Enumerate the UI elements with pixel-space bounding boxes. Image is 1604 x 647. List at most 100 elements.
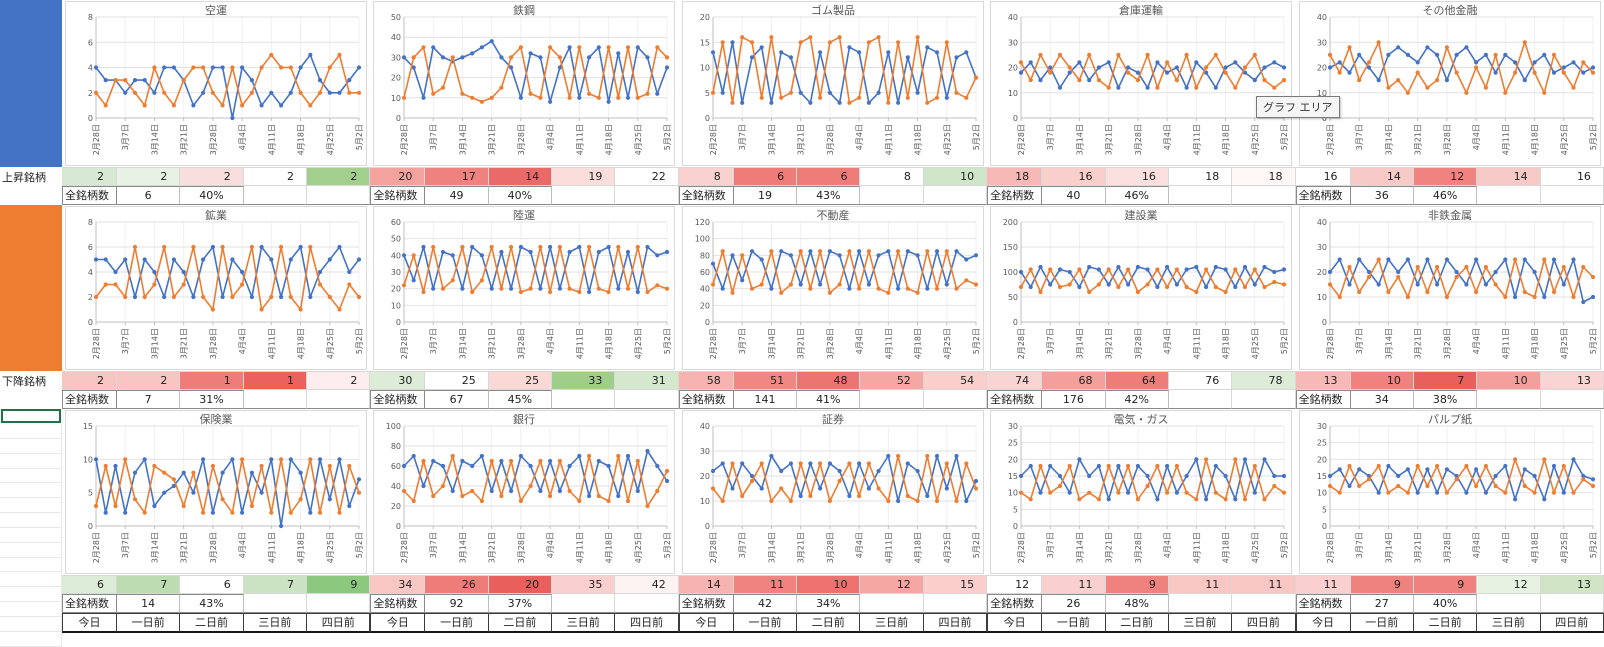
empty-cell[interactable]: [1232, 594, 1296, 613]
total-label[interactable]: 全銘柄数: [1295, 594, 1351, 613]
day-header-cell[interactable]: 三日前: [243, 613, 308, 633]
day-header-cell[interactable]: 今日: [987, 613, 1043, 633]
heat-cell[interactable]: 13: [1540, 575, 1604, 594]
day-header-cell[interactable]: 今日: [1295, 613, 1351, 633]
sector-chart-0[interactable]: 空運 2月28日 3月7日 3月14日 3月21日 3月28日 4月4日 4月11日 4月18日…: [65, 1, 367, 166]
heat-cell[interactable]: 18: [1232, 167, 1296, 186]
total-percent-cell[interactable]: 40%: [488, 186, 553, 205]
heat-cell[interactable]: 30: [370, 371, 426, 390]
day-header-cell[interactable]: 今日: [62, 613, 117, 633]
empty-cell[interactable]: [552, 186, 616, 205]
day-header-cell[interactable]: 今日: [370, 613, 426, 633]
total-percent-cell[interactable]: 37%: [488, 594, 553, 613]
total-count-cell[interactable]: 6: [117, 186, 181, 205]
empty-row[interactable]: [0, 602, 62, 617]
total-label[interactable]: 全銘柄数: [1295, 390, 1351, 409]
total-count-cell[interactable]: 92: [425, 594, 489, 613]
heat-cell[interactable]: 2: [307, 167, 371, 186]
sector-chart-9[interactable]: 非鉄金属 2月28日 3月7日 3月14日 3月21日 3月28日 4月4日 4月11日 4月1…: [1298, 206, 1601, 370]
heat-cell[interactable]: 13: [1540, 371, 1604, 390]
heat-cell[interactable]: 17: [425, 167, 489, 186]
heat-cell[interactable]: 1: [243, 371, 308, 390]
total-label[interactable]: 全銘柄数: [987, 186, 1043, 205]
total-percent-cell[interactable]: 43%: [797, 186, 861, 205]
day-header-cell[interactable]: 一日前: [1350, 613, 1414, 633]
empty-row[interactable]: [0, 631, 62, 647]
heat-cell[interactable]: 7: [1413, 371, 1478, 390]
empty-cell[interactable]: [552, 390, 616, 409]
heat-cell[interactable]: 25: [488, 371, 553, 390]
sector-chart-7[interactable]: 不動産 2月28日 3月7日 3月14日 3月21日 3月28日 4月4日 4月11日 4月18…: [681, 206, 984, 370]
total-count-cell[interactable]: 14: [117, 594, 181, 613]
day-header-cell[interactable]: 二日前: [180, 613, 244, 633]
heat-cell[interactable]: 11: [1295, 575, 1351, 594]
heat-cell[interactable]: 12: [1477, 575, 1541, 594]
empty-cell[interactable]: [243, 186, 308, 205]
sector-chart-10[interactable]: 保険業 2月28日 3月7日 3月14日 3月21日 3月28日 4月4日 4月11日 4月18…: [65, 410, 367, 574]
total-count-cell[interactable]: 34: [1350, 390, 1414, 409]
total-label[interactable]: 全銘柄数: [987, 594, 1043, 613]
empty-row[interactable]: [0, 587, 62, 603]
total-count-cell[interactable]: 67: [425, 390, 489, 409]
heat-cell[interactable]: 2: [62, 167, 117, 186]
heat-cell[interactable]: 13: [1295, 371, 1351, 390]
heat-cell[interactable]: 34: [370, 575, 426, 594]
heat-cell[interactable]: 9: [1413, 575, 1478, 594]
day-header-cell[interactable]: 三日前: [1168, 613, 1233, 633]
heat-cell[interactable]: 2: [117, 371, 181, 390]
heat-cell[interactable]: 11: [1232, 575, 1296, 594]
total-percent-cell[interactable]: 34%: [797, 594, 861, 613]
heat-cell[interactable]: 2: [243, 167, 308, 186]
sector-chart-12[interactable]: 証券 2月28日 3月7日 3月14日 3月21日 3月28日 4月4日 4月11日 4月18日…: [681, 410, 984, 574]
empty-cell[interactable]: [1232, 186, 1296, 205]
empty-cell[interactable]: [307, 390, 371, 409]
total-percent-cell[interactable]: 40%: [180, 186, 244, 205]
total-count-cell[interactable]: 40: [1042, 186, 1106, 205]
heat-cell[interactable]: 8: [860, 167, 924, 186]
heat-cell[interactable]: 11: [733, 575, 798, 594]
total-percent-cell[interactable]: 42%: [1105, 390, 1169, 409]
total-percent-cell[interactable]: 45%: [488, 390, 553, 409]
day-header-cell[interactable]: 三日前: [552, 613, 616, 633]
heat-cell[interactable]: 7: [117, 575, 181, 594]
heat-cell[interactable]: 14: [488, 167, 553, 186]
total-label[interactable]: 全銘柄数: [1295, 186, 1351, 205]
total-count-cell[interactable]: 19: [733, 186, 798, 205]
heat-cell[interactable]: 11: [1168, 575, 1233, 594]
day-header-cell[interactable]: 二日前: [797, 613, 861, 633]
empty-cell[interactable]: [1540, 390, 1604, 409]
heat-cell[interactable]: 19: [552, 167, 616, 186]
total-label[interactable]: 全銘柄数: [370, 594, 426, 613]
heat-cell[interactable]: 18: [1168, 167, 1233, 186]
day-header-cell[interactable]: 四日前: [1540, 613, 1604, 633]
heat-cell[interactable]: 68: [1042, 371, 1106, 390]
heat-cell[interactable]: 8: [678, 167, 734, 186]
heat-cell[interactable]: 10: [1350, 371, 1414, 390]
heat-cell[interactable]: 12: [860, 575, 924, 594]
sector-chart-3[interactable]: 倉庫運輸 2月28日 3月7日 3月14日 3月21日 3月28日 4月4日 4月11日 4月1…: [990, 1, 1293, 166]
heat-cell[interactable]: 7: [243, 575, 308, 594]
empty-cell[interactable]: [307, 186, 371, 205]
day-header-cell[interactable]: 二日前: [1413, 613, 1478, 633]
day-header-cell[interactable]: 一日前: [425, 613, 489, 633]
empty-cell[interactable]: [1477, 594, 1541, 613]
heat-cell[interactable]: 10: [1477, 371, 1541, 390]
heat-cell[interactable]: 12: [987, 575, 1043, 594]
empty-cell[interactable]: [860, 186, 924, 205]
heat-cell[interactable]: 33: [552, 371, 616, 390]
empty-row[interactable]: [0, 438, 62, 454]
day-header-cell[interactable]: 三日前: [860, 613, 924, 633]
sector-chart-6[interactable]: 陸運 2月28日 3月7日 3月14日 3月21日 3月28日 4月4日 4月11日 4月18日…: [373, 206, 676, 370]
heat-cell[interactable]: 10: [797, 575, 861, 594]
empty-cell[interactable]: [615, 186, 679, 205]
heat-cell[interactable]: 9: [307, 575, 371, 594]
total-percent-cell[interactable]: 31%: [180, 390, 244, 409]
heat-cell[interactable]: 16: [1295, 167, 1351, 186]
empty-cell[interactable]: [923, 390, 988, 409]
heat-cell[interactable]: 54: [923, 371, 988, 390]
empty-row[interactable]: [0, 616, 62, 632]
day-header-cell[interactable]: 一日前: [117, 613, 181, 633]
empty-cell[interactable]: [1477, 390, 1541, 409]
heat-cell[interactable]: 16: [1042, 167, 1106, 186]
total-percent-cell[interactable]: 38%: [1413, 390, 1478, 409]
